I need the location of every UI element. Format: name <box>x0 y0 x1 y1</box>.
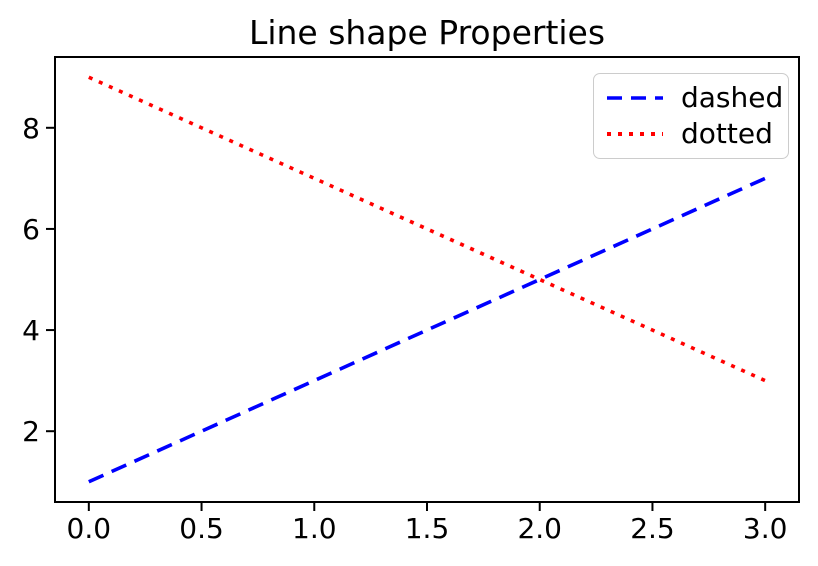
legend-label-dotted: dotted <box>681 117 773 150</box>
x-tick-label: 0.5 <box>179 512 224 545</box>
legend-item-dotted: dotted <box>606 120 788 148</box>
x-tick-label: 0.0 <box>67 512 112 545</box>
plot-line-dotted <box>88 75 766 383</box>
legend-label-dashed: dashed <box>681 81 784 114</box>
x-tick-label: 2.5 <box>630 512 675 545</box>
legend-item-dashed: dashed <box>606 84 788 112</box>
x-tick-label: 3.0 <box>743 512 788 545</box>
x-tick-label: 1.0 <box>292 512 337 545</box>
plot-line-dashed <box>88 176 766 484</box>
y-tick-label: 2 <box>22 415 40 448</box>
y-tick-label: 6 <box>22 213 40 246</box>
chart-title: Line shape Properties <box>248 13 606 52</box>
x-tick-label: 1.5 <box>405 512 450 545</box>
legend: dashed dotted <box>593 73 789 159</box>
dotted-line-sample-icon <box>607 132 663 136</box>
dashed-line-sample-icon <box>607 96 663 100</box>
y-tick-label: 4 <box>22 314 40 347</box>
y-tick-label: 8 <box>22 112 40 145</box>
x-tick-label: 2.0 <box>517 512 562 545</box>
